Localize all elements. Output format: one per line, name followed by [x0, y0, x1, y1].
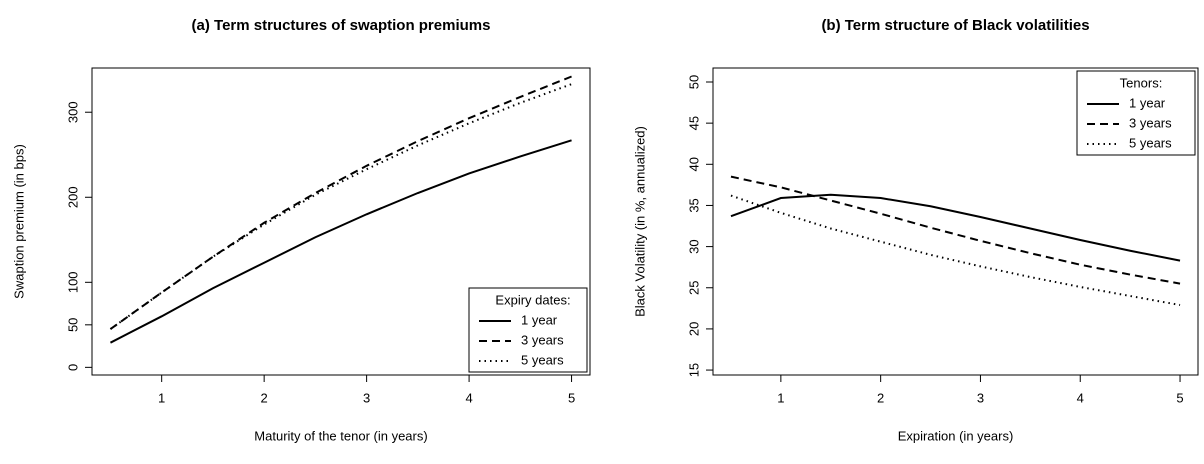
legend-label: 3 years — [521, 332, 564, 347]
x-tick-label: 5 — [568, 390, 575, 405]
panel: (b) Term structure of Black volatilities… — [632, 17, 1199, 443]
x-tick-label: 3 — [977, 390, 984, 405]
x-tick-label: 4 — [465, 390, 472, 405]
y-tick-label: 30 — [686, 239, 701, 253]
y-tick-label: 40 — [686, 157, 701, 171]
x-tick-label: 2 — [877, 390, 884, 405]
y-tick-label: 45 — [686, 116, 701, 130]
y-tick-label: 20 — [686, 322, 701, 336]
legend: Expiry dates: 1 year 3 years 5 years — [468, 287, 588, 373]
x-tick-label: 4 — [1077, 390, 1084, 405]
y-tick-label: 35 — [686, 198, 701, 212]
x-tick-label: 5 — [1176, 390, 1183, 405]
plot-frame — [712, 67, 1199, 376]
legend-box — [1076, 70, 1196, 156]
series-line — [109, 83, 572, 330]
legend-label: 3 years — [1129, 115, 1172, 130]
legend-title: Expiry dates: — [495, 292, 570, 307]
legend: Tenors: 1 year 3 years 5 years — [1076, 70, 1196, 156]
x-tick-label: 3 — [363, 390, 370, 405]
legend-label: 1 year — [1129, 95, 1166, 110]
y-tick-label: 50 — [65, 318, 80, 332]
x-axis-label: Maturity of the tenor (in years) — [254, 428, 427, 443]
legend-box — [468, 287, 588, 373]
series-line — [730, 193, 1181, 262]
x-tick-label: 1 — [158, 390, 165, 405]
y-tick-label: 25 — [686, 281, 701, 295]
y-tick-label: 15 — [686, 363, 701, 377]
panel: (a) Term structures of swaption premiums… — [11, 17, 591, 443]
chart-title: (a) Term structures of swaption premiums — [192, 17, 491, 34]
x-tick-label: 1 — [777, 390, 784, 405]
x-tick-label: 2 — [261, 390, 268, 405]
chart-title: (b) Term structure of Black volatilities — [821, 17, 1089, 34]
legend-label: 5 years — [1129, 135, 1172, 150]
y-tick-label: 50 — [686, 75, 701, 89]
series-line — [730, 175, 1181, 285]
legend-label: 5 years — [521, 352, 564, 367]
plot-frame — [91, 67, 591, 376]
y-tick-label: 300 — [65, 101, 80, 123]
x-axis-label: Expiration (in years) — [898, 428, 1014, 443]
y-axis-label: Swaption premium (in bps) — [11, 144, 26, 299]
legend-label: 1 year — [521, 312, 558, 327]
y-tick-label: 100 — [65, 271, 80, 293]
y-tick-label: 200 — [65, 186, 80, 208]
series-line — [109, 139, 572, 344]
y-tick-label: 0 — [65, 364, 80, 371]
y-axis-label: Black Volatility (in %, annualized) — [632, 126, 647, 317]
legend-title: Tenors: — [1120, 75, 1163, 90]
